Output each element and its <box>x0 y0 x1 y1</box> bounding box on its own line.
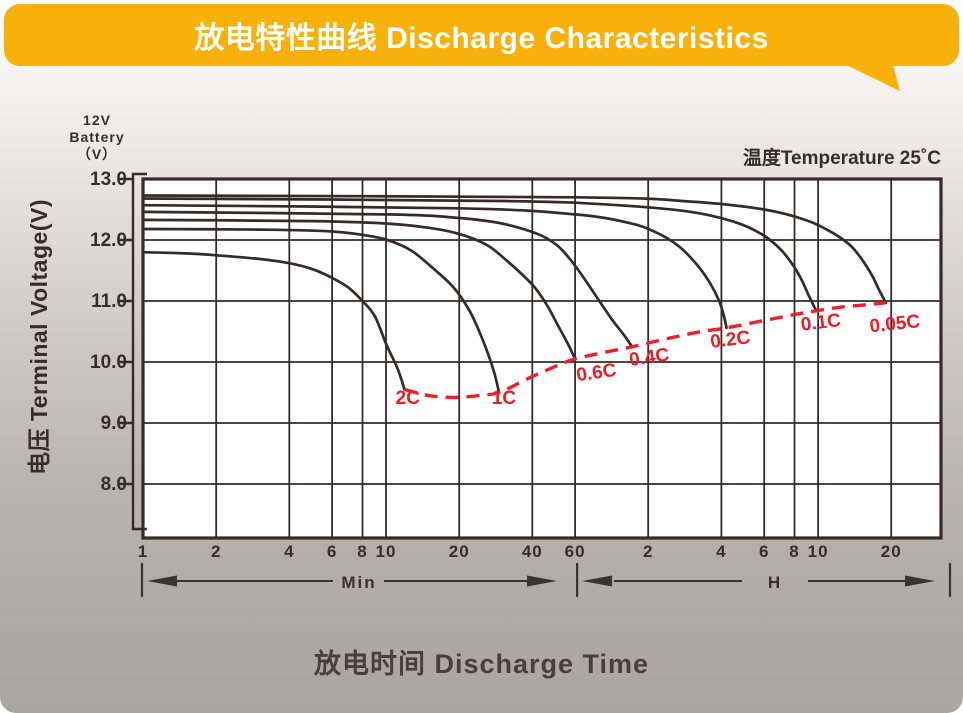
x-tick-label: 10 <box>808 542 829 561</box>
x-tick-label: 6 <box>759 542 769 561</box>
plot-background <box>143 179 941 538</box>
x-tick-label: 6 <box>327 542 337 561</box>
battery-unit-line3: （V） <box>76 146 118 162</box>
arrowhead-icon <box>905 575 935 587</box>
x-tick-label: 8 <box>357 542 367 561</box>
grid-lines <box>143 179 941 538</box>
curve-label-1C: 1C <box>492 388 517 409</box>
temperature-note: 温度Temperature 25˚C <box>742 148 941 169</box>
curve-0.05C <box>141 194 888 305</box>
x-tick-label: 20 <box>881 542 902 561</box>
x-tick-label: 1 <box>138 542 148 561</box>
y-axis-bar <box>131 172 147 531</box>
h-range-label: H <box>768 573 782 592</box>
x-tick-label: 60 <box>565 542 586 561</box>
curve-0.4C <box>141 210 634 349</box>
x-tick-label: 20 <box>449 542 470 561</box>
plot-frame <box>141 177 943 540</box>
curve-0.2C <box>141 203 728 330</box>
battery-unit-line1: 12V <box>83 112 111 128</box>
x-tick-label: 40 <box>522 542 543 561</box>
arrowhead-icon <box>527 575 557 587</box>
page-title: 放电特性曲线 Discharge Characteristics <box>194 22 769 55</box>
curve-label-0.2C: 0.2C <box>709 327 752 353</box>
curve-1C <box>141 227 501 394</box>
x-tick-label: 10 <box>376 542 397 561</box>
y-tick-label: 11.0 <box>91 291 127 312</box>
curve-0.1C <box>141 197 818 313</box>
x-axis-title: 放电时间 Discharge Time <box>313 649 650 679</box>
y-tick-label: 8.0 <box>101 474 127 495</box>
cutoff-line <box>403 301 886 400</box>
y-tick-label: 13.0 <box>90 169 127 190</box>
curve-label-0.1C: 0.1C <box>800 310 843 336</box>
x-tick-label: 4 <box>284 542 294 561</box>
y-tick-label: 9.0 <box>101 413 127 434</box>
y-tick-label: 12.0 <box>90 230 127 251</box>
title-banner: 放电特性曲线 Discharge Characteristics <box>4 4 959 66</box>
x-tick-label: 8 <box>789 542 799 561</box>
y-tick-label: 10.0 <box>90 352 127 373</box>
x-tick-label: 4 <box>716 542 726 561</box>
banner-tail-icon <box>846 65 900 91</box>
battery-unit-line2: Battery <box>69 129 125 145</box>
x-tick-label: 2 <box>211 542 221 561</box>
x-tick-label: 2 <box>643 542 653 561</box>
y-axis-ticks <box>119 177 133 486</box>
battery-unit-label: 12V Battery （V） <box>50 112 144 163</box>
curve-0.6C <box>141 218 577 361</box>
arrowhead-icon <box>582 575 613 587</box>
min-range-label: Min <box>341 573 376 592</box>
arrowhead-icon <box>147 575 177 587</box>
curve-2C <box>141 250 406 391</box>
